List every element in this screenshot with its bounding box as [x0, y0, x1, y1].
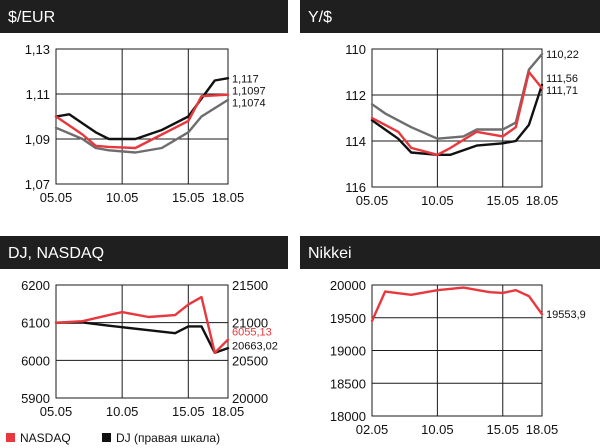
chart-title-bar [0, 0, 288, 33]
y2-tick-label: 21000 [232, 316, 268, 331]
legend: NASDAQ DJ (правая шкала) [6, 431, 220, 445]
y-tick-label: 6200 [21, 278, 50, 293]
y2-tick-label: 21500 [232, 278, 268, 293]
series-line-gray [54, 98, 230, 154]
y-tick-label: 5900 [21, 391, 50, 406]
series-line-red [370, 70, 544, 157]
chart-title: Y/$ [308, 9, 332, 26]
chart-title-bar [300, 236, 600, 269]
y-tick-label: 6000 [21, 353, 50, 368]
end-value-label: 1,1097 [232, 85, 266, 97]
y-tick-label: 112 [345, 88, 366, 103]
end-value-label: 20663,02 [232, 341, 278, 353]
x-tick-label: 18.05 [212, 404, 245, 419]
y-tick-label: 19500 [330, 311, 366, 326]
chart-title: Nikkei [308, 245, 352, 262]
x-tick-label: 10.05 [106, 190, 139, 205]
x-tick-label: 18.05 [526, 422, 559, 437]
series-line-red [54, 93, 230, 150]
y-tick-label: 18000 [330, 409, 366, 424]
y-tick-label: 6100 [21, 316, 50, 331]
y-tick-label: 1,11 [26, 87, 50, 102]
y-tick-label: 110 [345, 42, 366, 57]
end-value-label: 19553,9 [546, 309, 586, 321]
chart-title-bar [0, 236, 288, 269]
series-line-nasdaq [54, 295, 230, 354]
legend-label: NASDAQ [20, 431, 71, 445]
end-value-label: 1,1074 [232, 97, 266, 109]
y-tick-label: 114 [345, 134, 366, 149]
y-tick-label: 18500 [330, 376, 366, 391]
x-tick-label: 05.05 [40, 190, 73, 205]
y2-tick-label: 20000 [232, 391, 268, 406]
plot-frame [371, 284, 543, 417]
chart-panel-usd_eur: $/EUR 05.05 10.05 15.05 18.05 1,07 1,09 1,11 1,1… [0, 0, 288, 205]
end-value-label: 110,22 [546, 49, 579, 61]
end-value-label: 111,56 [546, 73, 578, 85]
end-value-label: 111,71 [546, 85, 578, 97]
y-tick-label: 19000 [330, 344, 366, 359]
x-tick-label: 15.05 [172, 190, 205, 205]
series-line-red [370, 286, 544, 323]
y2-tick-label: 20500 [232, 353, 268, 368]
x-tick-label: 15.05 [486, 422, 519, 437]
legend-label: DJ (правая шкала) [116, 431, 220, 445]
chart-title: DJ, NASDAQ [8, 245, 104, 262]
series-line-dj [54, 321, 230, 354]
x-tick-label: 18.05 [526, 193, 559, 208]
chart-panel-dj_nasdaq: DJ, NASDAQ 05.05 10.05 15.05 18.05 5900 6000 61… [0, 236, 288, 419]
x-tick-label: 02.05 [356, 422, 389, 437]
x-tick-label: 10.05 [421, 193, 454, 208]
x-tick-label: 05.05 [40, 404, 73, 419]
chart-title: $/EUR [8, 9, 55, 26]
y-tick-label: 1,13 [25, 42, 50, 57]
legend-swatch-black [102, 433, 111, 442]
x-tick-label: 10.05 [421, 422, 454, 437]
series-line-black [370, 83, 544, 157]
x-tick-label: 15.05 [172, 404, 205, 419]
x-tick-label: 05.05 [356, 193, 389, 208]
y-tick-label: 116 [345, 180, 366, 195]
x-tick-label: 18.05 [212, 190, 245, 205]
series-line-black [54, 76, 230, 141]
x-tick-label: 10.05 [106, 404, 139, 419]
end-value-label: 1,117 [232, 73, 259, 85]
chart-panel-nikkei: Nikkei 02.05 10.05 15.05 18.05 18000 18500 1900… [300, 236, 600, 437]
legend-swatch-red [6, 433, 15, 442]
chart-title-bar [300, 0, 600, 33]
y-tick-label: 1,07 [25, 177, 50, 192]
plot-frame [55, 284, 229, 399]
y-tick-label: 1,09 [25, 132, 50, 147]
end-value-label: 6055,13 [232, 327, 272, 339]
x-tick-label: 15.05 [486, 193, 519, 208]
y-tick-label: 20000 [330, 278, 366, 293]
chart-panel-usd_jpy: Y/$ 05.05 10.05 15.05 18.05 110 112 114 116 111,7… [300, 0, 600, 208]
